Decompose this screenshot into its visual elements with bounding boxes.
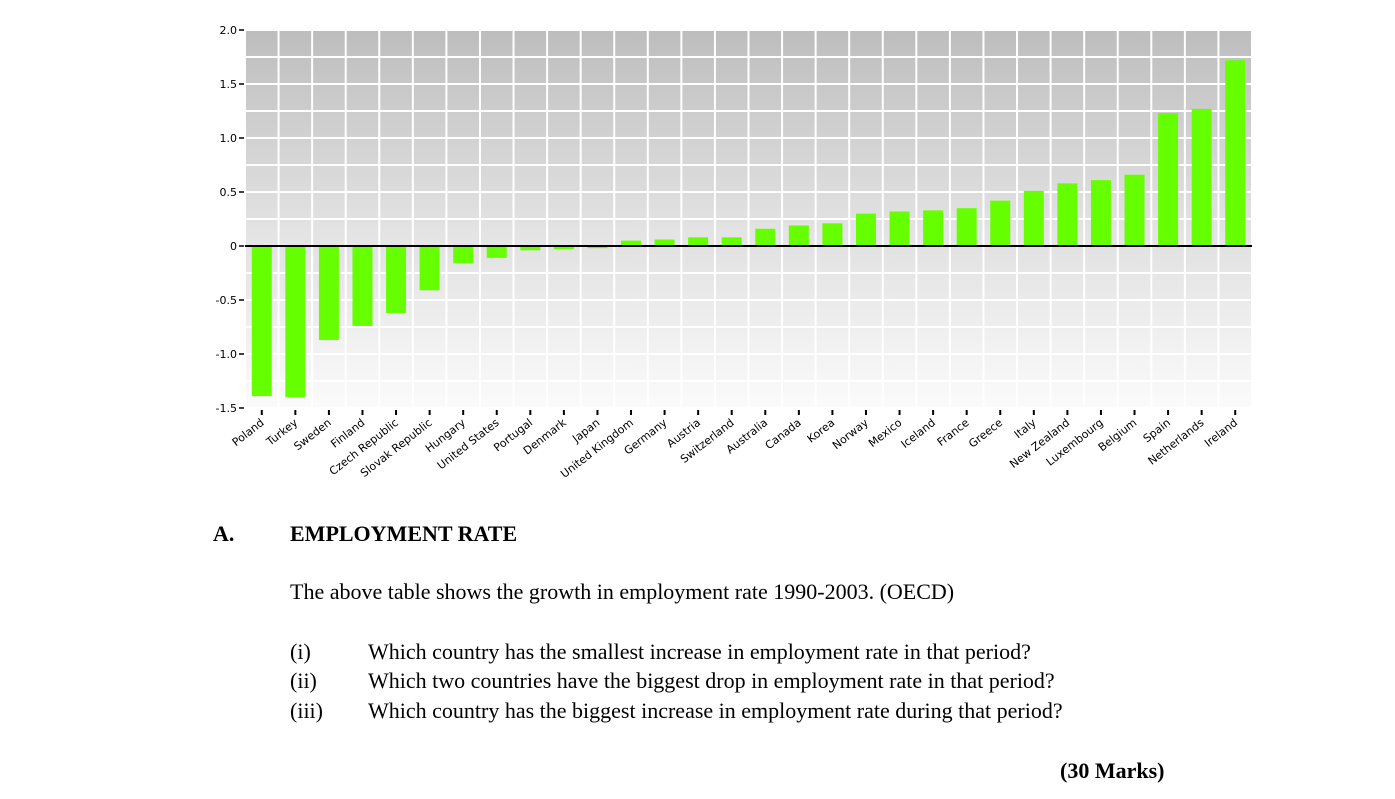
bar [1191, 108, 1212, 246]
y-tick-label: 0.5 [220, 186, 238, 199]
y-tick-label: 0 [230, 240, 237, 253]
x-tick-label: Ireland [1202, 416, 1240, 450]
question-num: (ii) [290, 668, 317, 693]
y-axis-ticks: 2.0 1.5 1.0 0.5 0 -0.5 -1.0 -1.5 [216, 24, 244, 415]
bar [453, 246, 474, 264]
bar [318, 246, 339, 340]
bar [654, 239, 675, 246]
bar [755, 228, 776, 246]
x-tick-label: Sweden [292, 416, 334, 453]
y-tick-label: -1.5 [216, 402, 237, 415]
y-tick-label: 2.0 [220, 24, 238, 37]
question-text: Which country has the smallest increase … [368, 639, 1031, 664]
bar [788, 225, 809, 246]
bar [855, 213, 876, 246]
y-tick-label: 1.0 [220, 132, 238, 145]
x-tick-label: Poland [230, 416, 267, 449]
question-text: Which two countries have the biggest dro… [368, 668, 1055, 693]
grid-lines [244, 29, 1253, 409]
bar [721, 237, 742, 246]
bar [352, 246, 373, 326]
y-tick-label: -1.0 [216, 348, 237, 361]
bar [990, 200, 1011, 246]
bar [956, 208, 977, 246]
bar [553, 246, 574, 250]
x-tick-label: Iceland [899, 416, 938, 451]
bar [1225, 60, 1246, 246]
section-heading: EMPLOYMENT RATE [290, 521, 518, 546]
bar [1057, 183, 1078, 246]
x-axis-ticks [260, 410, 1237, 415]
bar [419, 246, 440, 291]
question-num: (iii) [290, 698, 323, 723]
bar [486, 246, 507, 258]
marks-label: (30 Marks) [1060, 758, 1165, 783]
x-tick-label: Mexico [866, 416, 904, 450]
x-tick-label: Norway [830, 416, 871, 452]
bar [889, 211, 910, 246]
bar [587, 246, 608, 249]
bar [520, 246, 541, 251]
bar [1124, 174, 1145, 246]
x-tick-label: Belgium [1096, 416, 1140, 454]
x-tick-label: Italy [1012, 416, 1039, 441]
bar [621, 240, 642, 246]
bar [1158, 113, 1179, 246]
bar [923, 210, 944, 246]
question-num: (i) [290, 639, 311, 664]
bar [688, 237, 709, 246]
x-tick-label: Greece [966, 416, 1005, 450]
bar [1023, 190, 1044, 246]
section-intro: The above table shows the growth in empl… [290, 579, 955, 604]
section-letter: A. [213, 521, 235, 546]
bar [285, 246, 306, 398]
x-tick-label: Canada [763, 416, 804, 452]
bar [386, 246, 407, 313]
bar [251, 246, 272, 397]
y-tick-label: 1.5 [220, 78, 238, 91]
bar [1090, 180, 1111, 246]
bars [251, 60, 1246, 398]
x-tick-label: France [935, 416, 972, 449]
bar [822, 223, 843, 246]
question-text: Which country has the biggest increase i… [368, 698, 1063, 723]
employment-growth-chart: 2.0 1.5 1.0 0.5 0 -0.5 -1.0 -1.5 PolandTurkeySw… [216, 24, 1253, 481]
y-tick-label: -0.5 [216, 294, 237, 307]
